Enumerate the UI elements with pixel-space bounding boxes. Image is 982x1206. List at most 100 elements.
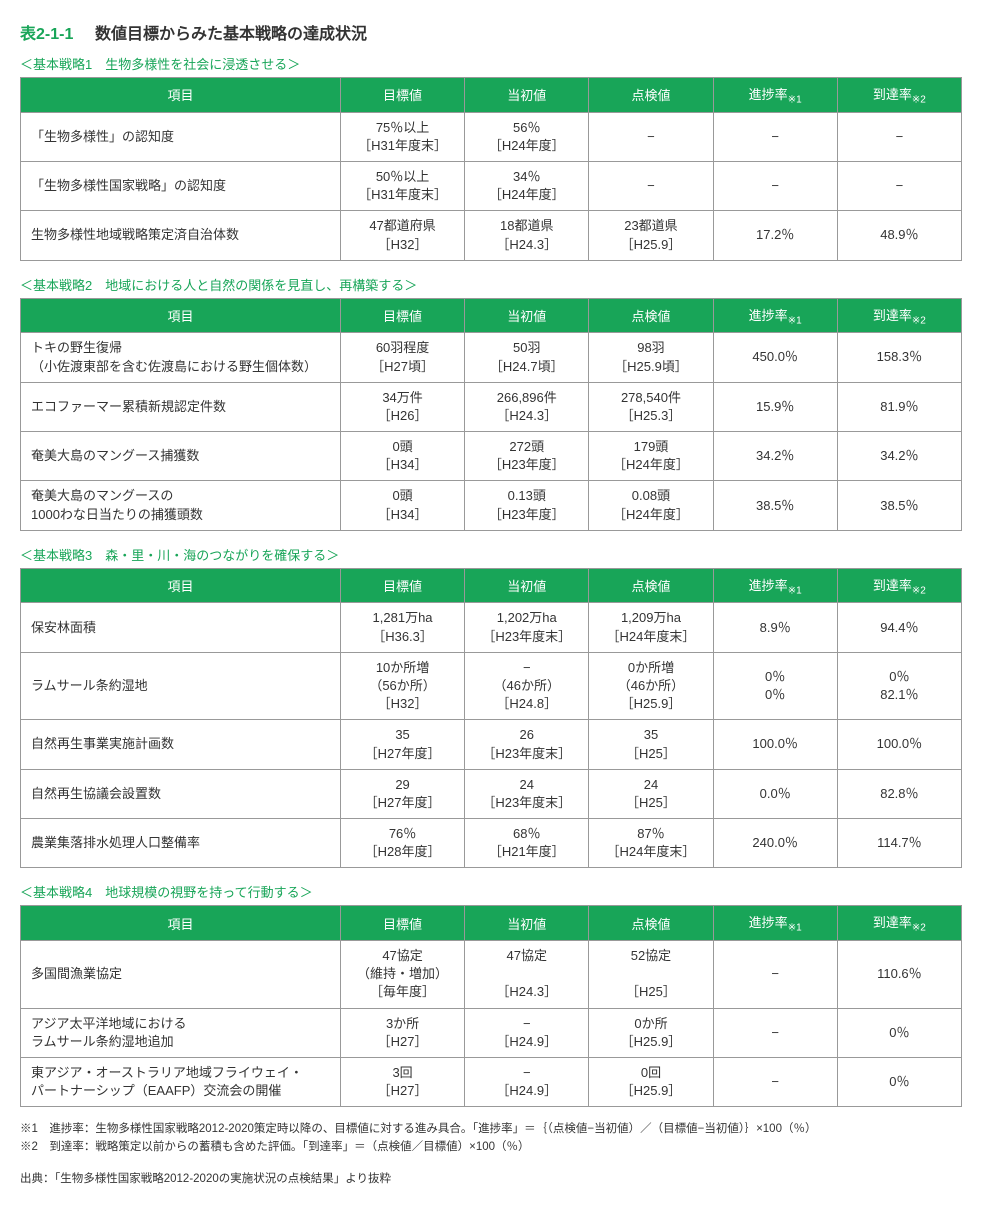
table-cell: トキの野生復帰（小佐渡東部を含む佐渡島における野生個体数） <box>21 333 341 382</box>
table-row: 自然再生事業実施計画数35［H27年度］26［H23年度末］35［H25］100… <box>21 720 962 769</box>
table-cell: 東アジア・オーストラリア地域フライウェイ・パートナーシップ（EAAFP）交流会の… <box>21 1058 341 1107</box>
table-cell: −（46か所）［H24.8］ <box>465 652 589 720</box>
column-header: 到達率※2 <box>837 78 961 113</box>
table-cell: 100.0％ <box>837 720 961 769</box>
table-row: 農業集落排水処理人口整備率76％［H28年度］68％［H21年度］87％［H24… <box>21 819 962 868</box>
table-cell: 68％［H21年度］ <box>465 819 589 868</box>
table-cell: 3か所［H27］ <box>340 1008 464 1057</box>
table-cell: 110.6％ <box>837 941 961 1009</box>
column-header: 目標値 <box>340 568 464 603</box>
table-cell: アジア太平洋地域におけるラムサール条約湿地追加 <box>21 1008 341 1057</box>
column-header: 点検値 <box>589 568 713 603</box>
table-cell: 35［H25］ <box>589 720 713 769</box>
table-cell: 81.9％ <box>837 382 961 431</box>
table-cell: エコファーマー累積新規認定件数 <box>21 382 341 431</box>
table-cell: 50％以上［H31年度末］ <box>340 161 464 210</box>
table-row: アジア太平洋地域におけるラムサール条約湿地追加3か所［H27］−［H24.9］0… <box>21 1008 962 1057</box>
table-cell: − <box>589 112 713 161</box>
column-header: 目標値 <box>340 906 464 941</box>
table-cell: 56％［H24年度］ <box>465 112 589 161</box>
table-cell: 34万件［H26］ <box>340 382 464 431</box>
table-cell: 87％［H24年度末］ <box>589 819 713 868</box>
table-cell: 0.0％ <box>713 769 837 818</box>
table-cell: 100.0％ <box>713 720 837 769</box>
table-row: 奄美大島のマングースの1000わな日当たりの捕獲頭数0頭［H34］0.13頭［H… <box>21 481 962 530</box>
column-header: 項目 <box>21 906 341 941</box>
table-cell: 「生物多様性」の認知度 <box>21 112 341 161</box>
data-table: 項目目標値当初値点検値進捗率※1到達率※2トキの野生復帰（小佐渡東部を含む佐渡島… <box>20 298 962 531</box>
table-cell: 60羽程度［H27頃］ <box>340 333 464 382</box>
table-cell: 0か所［H25.9］ <box>589 1008 713 1057</box>
table-cell: − <box>713 941 837 1009</box>
table-cell: 生物多様性地域戦略策定済自治体数 <box>21 211 341 260</box>
section-label: ＜基本戦略4 地球規模の視野を持って行動する＞ <box>20 882 962 901</box>
table-cell: 奄美大島のマングース捕獲数 <box>21 432 341 481</box>
table-cell: 24［H23年度末］ <box>465 769 589 818</box>
column-header: 当初値 <box>465 906 589 941</box>
table-cell: − <box>837 161 961 210</box>
table-cell: 1,202万ha［H23年度末］ <box>465 603 589 652</box>
table-row: 奄美大島のマングース捕獲数0頭［H34］272頭［H23年度］179頭［H24年… <box>21 432 962 481</box>
table-cell: 48.9％ <box>837 211 961 260</box>
table-cell: 24［H25］ <box>589 769 713 818</box>
column-header: 進捗率※1 <box>713 906 837 941</box>
table-cell: 52協定［H25］ <box>589 941 713 1009</box>
table-cell: 17.2％ <box>713 211 837 260</box>
table-cell: 94.4％ <box>837 603 961 652</box>
table-cell: 8.9％ <box>713 603 837 652</box>
table-cell: 0％ <box>837 1058 961 1107</box>
table-cell: 26［H23年度末］ <box>465 720 589 769</box>
footnote-2: ※2 到達率：戦略策定以前からの蓄積も含めた評価。「到達率」＝（点検値／目標値）… <box>20 1139 962 1156</box>
table-cell: 98羽［H25.9頃］ <box>589 333 713 382</box>
data-table: 項目目標値当初値点検値進捗率※1到達率※2「生物多様性」の認知度75％以上［H3… <box>20 77 962 261</box>
section-label: ＜基本戦略1 生物多様性を社会に浸透させる＞ <box>20 54 962 73</box>
column-header: 点検値 <box>589 298 713 333</box>
column-header: 当初値 <box>465 78 589 113</box>
column-header: 項目 <box>21 298 341 333</box>
table-cell: 47協定（維持・増加）［毎年度］ <box>340 941 464 1009</box>
table-cell: −［H24.9］ <box>465 1058 589 1107</box>
table-cell: 0.08頭［H24年度］ <box>589 481 713 530</box>
table-cell: 34.2％ <box>837 432 961 481</box>
table-cell: 1,209万ha［H24年度末］ <box>589 603 713 652</box>
table-cell: 82.8％ <box>837 769 961 818</box>
title-number: 表2-1-1 <box>20 26 73 43</box>
table-cell: 278,540件［H25.3］ <box>589 382 713 431</box>
table-row: 東アジア・オーストラリア地域フライウェイ・パートナーシップ（EAAFP）交流会の… <box>21 1058 962 1107</box>
table-cell: 266,896件［H24.3］ <box>465 382 589 431</box>
column-header: 目標値 <box>340 78 464 113</box>
table-cell: 47都道府県［H32］ <box>340 211 464 260</box>
column-header: 当初値 <box>465 298 589 333</box>
table-cell: 「生物多様性国家戦略」の認知度 <box>21 161 341 210</box>
table-cell: 0頭［H34］ <box>340 481 464 530</box>
data-table: 項目目標値当初値点検値進捗率※1到達率※2保安林面積1,281万ha［H36.3… <box>20 568 962 869</box>
table-cell: ラムサール条約湿地 <box>21 652 341 720</box>
table-cell: 450.0％ <box>713 333 837 382</box>
table-cell: 農業集落排水処理人口整備率 <box>21 819 341 868</box>
table-cell: − <box>713 112 837 161</box>
table-cell: 179頭［H24年度］ <box>589 432 713 481</box>
table-cell: 0％82.1％ <box>837 652 961 720</box>
table-cell: 多国間漁業協定 <box>21 941 341 1009</box>
table-cell: 38.5％ <box>837 481 961 530</box>
section-label: ＜基本戦略3 森・里・川・海のつながりを確保する＞ <box>20 545 962 564</box>
column-header: 点検値 <box>589 906 713 941</box>
table-cell: 34.2％ <box>713 432 837 481</box>
table-cell: 0.13頭［H23年度］ <box>465 481 589 530</box>
table-row: 「生物多様性」の認知度75％以上［H31年度末］56％［H24年度］−−− <box>21 112 962 161</box>
column-header: 進捗率※1 <box>713 78 837 113</box>
table-row: 自然再生協議会設置数29［H27年度］24［H23年度末］24［H25］0.0％… <box>21 769 962 818</box>
table-row: ラムサール条約湿地10か所増（56か所）［H32］−（46か所）［H24.8］0… <box>21 652 962 720</box>
table-cell: 0か所増（46か所）［H25.9］ <box>589 652 713 720</box>
table-cell: − <box>713 161 837 210</box>
table-cell: −［H24.9］ <box>465 1008 589 1057</box>
table-row: 保安林面積1,281万ha［H36.3］1,202万ha［H23年度末］1,20… <box>21 603 962 652</box>
table-cell: 自然再生協議会設置数 <box>21 769 341 818</box>
table-row: 「生物多様性国家戦略」の認知度50％以上［H31年度末］34％［H24年度］ −−… <box>21 161 962 210</box>
table-cell: − <box>713 1058 837 1107</box>
section-label: ＜基本戦略2 地域における人と自然の関係を見直し、再構築する＞ <box>20 275 962 294</box>
table-cell: 10か所増（56か所）［H32］ <box>340 652 464 720</box>
table-cell: 34％［H24年度］ <box>465 161 589 210</box>
table-row: エコファーマー累積新規認定件数34万件［H26］266,896件［H24.3］2… <box>21 382 962 431</box>
column-header: 項目 <box>21 568 341 603</box>
